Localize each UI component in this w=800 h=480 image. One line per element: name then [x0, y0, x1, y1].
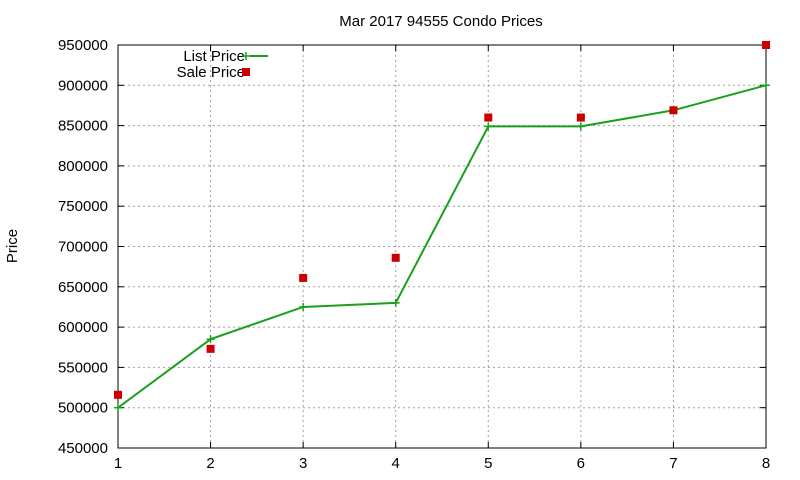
point-sale-price: [299, 273, 308, 282]
x-tick-label: 7: [669, 455, 677, 472]
y-tick-label: 900000: [58, 77, 108, 94]
x-tick-label: 8: [762, 455, 770, 472]
legend: List Price Sale Price: [177, 48, 268, 81]
legend-marker-list-price: [242, 52, 268, 60]
point-sale-price: [391, 253, 400, 262]
y-tick-label: 950000: [58, 37, 108, 54]
y-tick-label: 450000: [58, 440, 108, 457]
point-list-price: [391, 298, 400, 307]
point-sale-price: [484, 113, 493, 122]
y-tick-label: 600000: [58, 319, 108, 336]
legend-label-sale-price: Sale Price: [177, 64, 245, 81]
point-sale-price: [114, 390, 122, 399]
point-list-price: [484, 122, 493, 131]
axes: 450000 500000 550000 600000 650000 700000 7500…: [58, 37, 770, 472]
y-tick-label: 700000: [58, 239, 108, 256]
y-tick-label: 500000: [58, 400, 108, 417]
chart-title: Mar 2017 94555 Condo Prices: [339, 13, 542, 30]
x-tick-label: 4: [392, 455, 400, 472]
x-tick-label: 1: [114, 455, 122, 472]
point-sale-price: [762, 41, 770, 49]
series-line-list-price: [117, 84, 767, 409]
x-tick-label: 2: [206, 455, 214, 472]
point-list-price: [206, 335, 215, 344]
legend-label-list-price: List Price: [183, 48, 245, 65]
x-tick-label: 3: [299, 455, 307, 472]
point-list-price: [762, 81, 770, 90]
point-list-price: [576, 122, 585, 131]
plot-frame: [117, 44, 767, 449]
y-tick-label: 550000: [58, 359, 108, 376]
point-sale-price: [669, 106, 678, 115]
grid: [118, 45, 766, 448]
y-axis-label: Price: [4, 229, 21, 263]
legend-marker-sale-price: [242, 68, 250, 76]
x-tick-label: 6: [577, 455, 585, 472]
y-tick-label: 650000: [58, 279, 108, 296]
point-sale-price: [576, 113, 585, 122]
y-tick-label: 750000: [58, 198, 108, 215]
x-tick-label: 5: [484, 455, 492, 472]
series: [114, 41, 770, 412]
point-list-price: [114, 403, 122, 412]
point-sale-price: [206, 344, 215, 353]
y-tick-label: 800000: [58, 158, 108, 175]
y-tick-label: 850000: [58, 118, 108, 135]
point-list-price: [299, 302, 308, 311]
